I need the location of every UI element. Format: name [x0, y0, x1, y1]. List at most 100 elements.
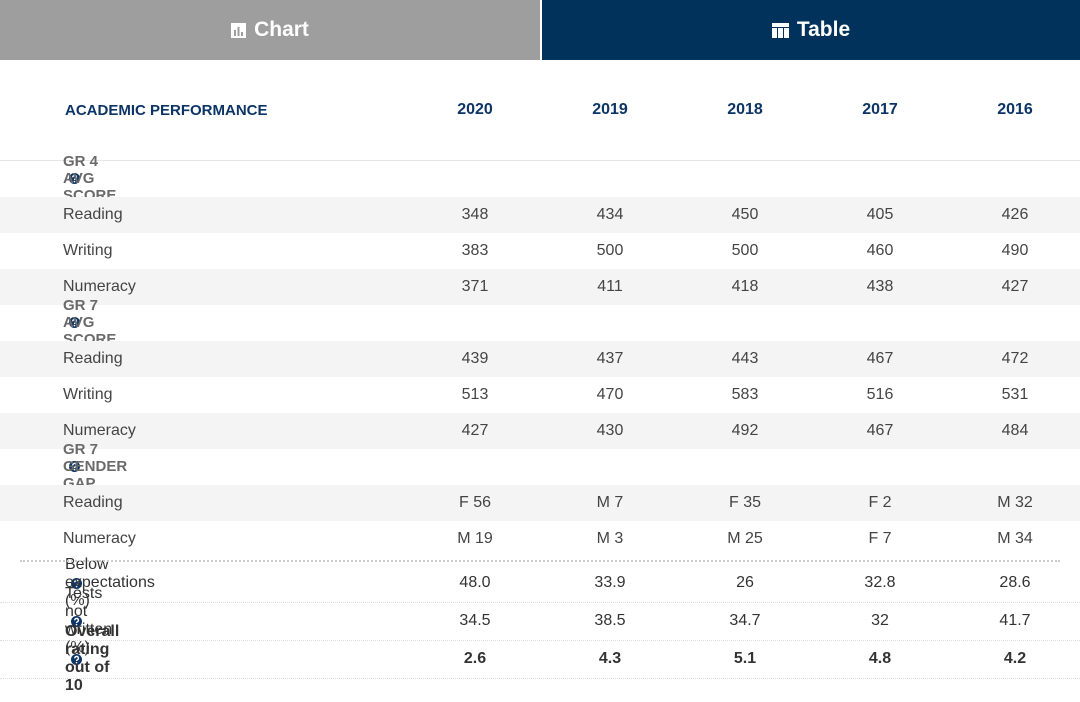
cell: 470 — [596, 386, 624, 403]
cell: 450 — [731, 206, 759, 223]
cell: 4.3 — [598, 650, 622, 667]
separator — [20, 560, 1060, 562]
cell: 513 — [461, 386, 489, 403]
section-title-text: GR 7 GENDER GAP — [63, 440, 128, 492]
cell: 2.6 — [463, 650, 487, 667]
tab-bar: Chart Table — [0, 0, 1080, 60]
help-icon — [71, 615, 82, 627]
cell: 472 — [1001, 350, 1029, 367]
section-title: GR 7 AVG SCORE — [63, 297, 116, 348]
data-row: Numeracy M 19 M 3 M 25 F 7 M 34 — [0, 521, 1080, 557]
row-label: Writing — [63, 386, 113, 403]
cell: 48.0 — [459, 574, 491, 591]
cell: 490 — [1001, 242, 1029, 259]
summary-row: Below expectations (%) 48.0 33.9 26 32.8 28.6 — [0, 556, 1080, 609]
data-row: Reading F 56 M 7 F 35 F 2 M 32 — [0, 485, 1080, 521]
cell: 438 — [866, 278, 894, 295]
cell: 500 — [596, 242, 624, 259]
cell: 418 — [731, 278, 759, 295]
cell: F 2 — [868, 494, 892, 511]
cell: 484 — [1001, 422, 1029, 439]
cell: 383 — [461, 242, 489, 259]
cell: 583 — [731, 386, 759, 403]
cell: 32 — [871, 612, 889, 629]
cell: 492 — [731, 422, 759, 439]
cell: M 25 — [727, 530, 763, 547]
tab-label: Table — [796, 18, 851, 41]
data-row: Numeracy 427 430 492 467 484 — [0, 413, 1080, 449]
summary-label: Below expectations (%) — [65, 556, 155, 609]
help-icon — [69, 316, 80, 328]
cell: 437 — [596, 350, 624, 367]
data-row: Writing 513 470 583 516 531 — [0, 377, 1080, 413]
cell: 427 — [1001, 278, 1029, 295]
cell: 467 — [866, 422, 894, 439]
column-header: 2017 — [862, 101, 898, 118]
cell: 426 — [1001, 206, 1029, 223]
cell: 41.7 — [999, 612, 1031, 629]
cell: F 7 — [868, 530, 892, 547]
data-row: Numeracy 371 411 418 438 427 — [0, 269, 1080, 305]
help-icon — [69, 460, 80, 472]
row-label: Numeracy — [63, 530, 136, 547]
cell: 4.2 — [1003, 650, 1027, 667]
cell: M 32 — [997, 494, 1033, 511]
column-header: 2016 — [997, 101, 1033, 118]
cell: F 35 — [728, 494, 761, 511]
cell: 38.5 — [594, 612, 626, 629]
tab[interactable]: Chart — [0, 0, 542, 60]
cell: 32.8 — [864, 574, 896, 591]
data-row: Reading 439 437 443 467 472 — [0, 341, 1080, 377]
cell: 434 — [596, 206, 624, 223]
summary-label-text: Overall rating out of 10 — [65, 623, 120, 694]
summary-row: Tests not written (%) 34.5 38.5 34.7 32 41.7 — [0, 585, 1080, 656]
row-label: Reading — [63, 494, 123, 511]
section-title: GR 4 AVG SCORE — [63, 153, 116, 204]
cell: 439 — [461, 350, 489, 367]
section-title-text: GR 7 AVG SCORE — [63, 296, 117, 348]
help-icon — [71, 653, 82, 665]
icon — [771, 22, 789, 38]
help-icon — [71, 577, 82, 589]
header-row: ACADEMIC PERFORMANCE 2020 2019 2018 2017 2016 — [0, 60, 1080, 161]
cell: M 3 — [596, 530, 624, 547]
cell: M 34 — [997, 530, 1033, 547]
cell: 531 — [1001, 386, 1029, 403]
column-header: 2020 — [457, 101, 493, 118]
cell: 28.6 — [999, 574, 1031, 591]
row-label: Numeracy — [63, 422, 136, 439]
cell: 4.8 — [868, 650, 892, 667]
cell: 34.5 — [459, 612, 491, 629]
cell: 33.9 — [594, 574, 626, 591]
summary-row: Overall rating out of 10 2.6 4.3 5.1 4.8 4.2 — [0, 623, 1080, 694]
cell: 467 — [866, 350, 894, 367]
cell: M 7 — [596, 494, 624, 511]
cell: 5.1 — [733, 650, 757, 667]
section-row: GR 7 GENDER GAP — [0, 441, 1080, 492]
cell: 516 — [866, 386, 894, 403]
icon — [231, 22, 247, 38]
section-row: GR 7 AVG SCORE — [0, 297, 1080, 348]
section-row: GR 4 AVG SCORE — [0, 153, 1080, 204]
row-label: Writing — [63, 242, 113, 259]
cell: M 19 — [457, 530, 493, 547]
data-row: Reading 348 434 450 405 426 — [0, 197, 1080, 233]
section-title: GR 7 GENDER GAP — [63, 441, 127, 492]
section-title-text: GR 4 AVG SCORE — [63, 152, 117, 204]
cell: 443 — [731, 350, 759, 367]
cell: 500 — [731, 242, 759, 259]
cell: 371 — [461, 278, 489, 295]
row-label: Reading — [63, 350, 123, 367]
cell: 411 — [597, 278, 623, 295]
cell: 427 — [461, 422, 489, 439]
cell: 460 — [866, 242, 894, 259]
row-label: Numeracy — [63, 278, 136, 295]
tab[interactable]: Table — [542, 0, 1080, 60]
cell: 34.7 — [729, 612, 761, 629]
summary-label: Overall rating out of 10 — [65, 623, 119, 694]
header-title: ACADEMIC PERFORMANCE — [65, 101, 268, 119]
column-header: 2019 — [592, 101, 628, 118]
tab-label: Chart — [254, 18, 309, 41]
cell: F 56 — [458, 494, 491, 511]
